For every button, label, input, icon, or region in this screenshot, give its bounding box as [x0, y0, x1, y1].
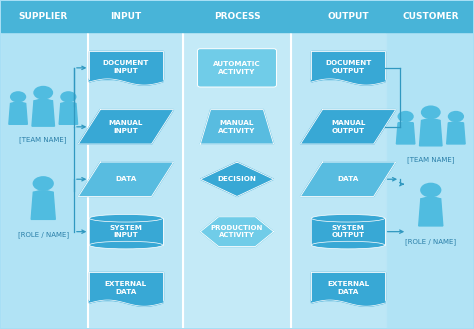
Bar: [89, 218, 163, 245]
Text: CUSTOMER: CUSTOMER: [402, 12, 459, 21]
Text: DECISION: DECISION: [218, 176, 256, 182]
Text: [TEAM NAME]: [TEAM NAME]: [407, 156, 455, 163]
Bar: [292, 1, 386, 32]
Text: SUPPLIER: SUPPLIER: [18, 12, 68, 21]
Circle shape: [420, 183, 441, 197]
Circle shape: [33, 86, 53, 100]
Text: [TEAM NAME]: [TEAM NAME]: [19, 137, 67, 143]
Circle shape: [60, 91, 76, 102]
Ellipse shape: [89, 241, 163, 249]
Text: PROCESS: PROCESS: [214, 12, 260, 21]
Polygon shape: [78, 162, 173, 196]
Text: MANUAL
OUTPUT: MANUAL OUTPUT: [331, 120, 365, 134]
Text: [ROLE / NAME]: [ROLE / NAME]: [18, 232, 69, 239]
Text: PRODUCTION
ACTIVITY: PRODUCTION ACTIVITY: [211, 225, 263, 239]
Polygon shape: [448, 122, 464, 123]
Polygon shape: [396, 123, 415, 144]
Polygon shape: [33, 191, 53, 192]
Ellipse shape: [311, 241, 385, 249]
Polygon shape: [301, 110, 396, 144]
Text: DOCUMENT
OUTPUT: DOCUMENT OUTPUT: [325, 60, 371, 74]
Bar: [0, 1, 88, 32]
Polygon shape: [34, 100, 53, 101]
Bar: [88, 1, 182, 328]
Circle shape: [10, 91, 26, 102]
Polygon shape: [89, 272, 163, 300]
Polygon shape: [89, 51, 163, 79]
Polygon shape: [89, 300, 163, 306]
Polygon shape: [201, 162, 273, 196]
Polygon shape: [421, 197, 441, 199]
Polygon shape: [419, 199, 443, 226]
Bar: [386, 1, 474, 32]
Circle shape: [448, 111, 464, 122]
Polygon shape: [32, 101, 55, 126]
Polygon shape: [447, 123, 465, 144]
Bar: [386, 1, 474, 328]
Polygon shape: [78, 110, 173, 144]
Polygon shape: [311, 300, 385, 306]
Polygon shape: [311, 272, 385, 300]
Circle shape: [421, 106, 441, 119]
Ellipse shape: [311, 215, 385, 222]
Text: OUTPUT: OUTPUT: [327, 12, 369, 21]
Text: DOCUMENT
INPUT: DOCUMENT INPUT: [103, 60, 149, 74]
Polygon shape: [9, 104, 27, 124]
Polygon shape: [311, 79, 385, 85]
Text: [ROLE / NAME]: [ROLE / NAME]: [405, 238, 456, 245]
Bar: [182, 1, 292, 328]
Bar: [311, 218, 385, 245]
Bar: [0, 1, 88, 328]
Polygon shape: [421, 119, 440, 121]
Text: DATA: DATA: [337, 176, 359, 182]
Text: EXTERNAL
DATA: EXTERNAL DATA: [105, 281, 147, 295]
Polygon shape: [311, 51, 385, 79]
Polygon shape: [398, 122, 413, 123]
Text: SYSTEM
OUTPUT: SYSTEM OUTPUT: [331, 225, 365, 239]
Text: SYSTEM
INPUT: SYSTEM INPUT: [109, 225, 142, 239]
Text: MANUAL
ACTIVITY: MANUAL ACTIVITY: [219, 120, 255, 134]
Text: MANUAL
INPUT: MANUAL INPUT: [109, 120, 143, 134]
Polygon shape: [89, 79, 163, 85]
Bar: [292, 1, 386, 328]
Text: INPUT: INPUT: [110, 12, 142, 21]
Polygon shape: [31, 192, 55, 219]
Polygon shape: [201, 217, 273, 246]
Polygon shape: [201, 110, 273, 144]
Polygon shape: [61, 102, 76, 104]
Text: AUTOMATIC
ACTIVITY: AUTOMATIC ACTIVITY: [213, 61, 261, 75]
Text: EXTERNAL
DATA: EXTERNAL DATA: [327, 281, 369, 295]
FancyBboxPatch shape: [198, 49, 276, 87]
Polygon shape: [10, 102, 26, 104]
Bar: [88, 1, 182, 32]
Text: DATA: DATA: [115, 176, 137, 182]
Circle shape: [398, 111, 414, 122]
Polygon shape: [419, 121, 442, 146]
Polygon shape: [301, 162, 396, 196]
Ellipse shape: [89, 215, 163, 222]
Polygon shape: [59, 104, 78, 124]
Circle shape: [33, 176, 54, 191]
Bar: [182, 1, 292, 32]
